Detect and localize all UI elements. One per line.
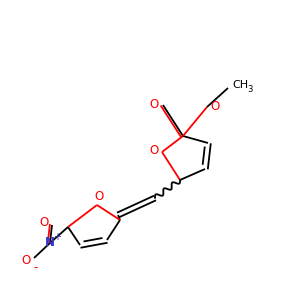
Text: 3: 3 xyxy=(247,85,253,94)
Text: CH: CH xyxy=(232,80,248,90)
Text: O: O xyxy=(210,100,220,112)
Text: O: O xyxy=(149,143,159,157)
Text: O: O xyxy=(94,190,103,202)
Text: +: + xyxy=(53,232,61,242)
Text: O: O xyxy=(39,217,49,230)
Text: -: - xyxy=(34,262,38,275)
Text: N: N xyxy=(45,236,55,250)
Text: O: O xyxy=(21,254,31,266)
Text: O: O xyxy=(149,98,159,110)
